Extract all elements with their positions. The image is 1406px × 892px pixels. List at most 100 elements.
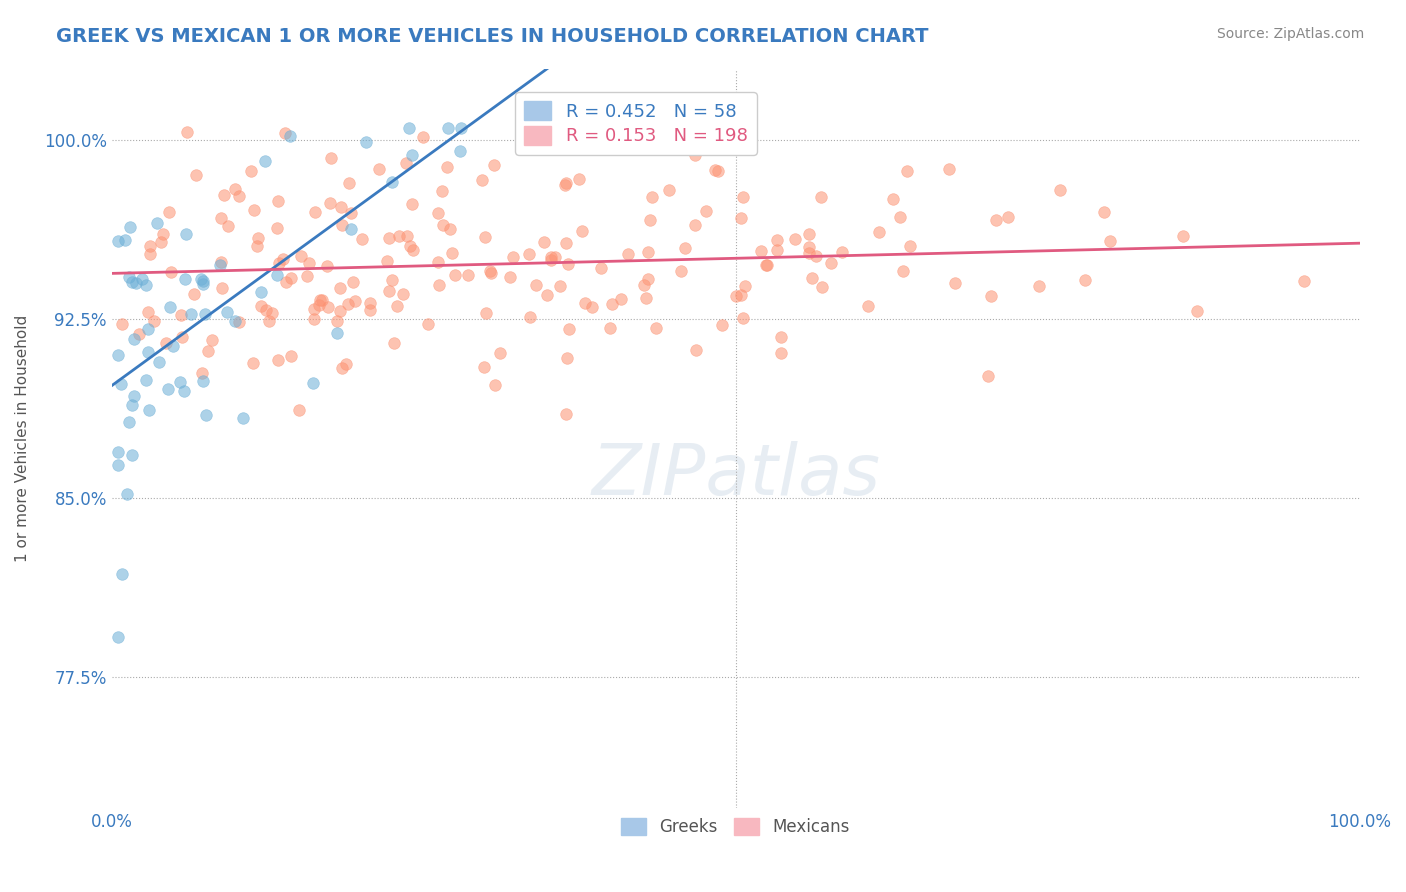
Text: GREEK VS MEXICAN 1 OR MORE VEHICLES IN HOUSEHOLD CORRELATION CHART: GREEK VS MEXICAN 1 OR MORE VEHICLES IN H… — [56, 27, 929, 45]
Point — [638, 212, 661, 227]
Point — [436, 160, 458, 174]
Point — [478, 263, 501, 277]
Point — [193, 274, 215, 288]
Point — [609, 292, 631, 306]
Point — [399, 238, 422, 252]
Point — [184, 169, 207, 183]
Point — [797, 246, 820, 260]
Point — [724, 289, 747, 303]
Point — [228, 316, 250, 330]
Point — [519, 310, 541, 324]
Point — [190, 367, 212, 381]
Point — [412, 130, 434, 145]
Point — [174, 272, 197, 286]
Point — [1099, 235, 1122, 249]
Point — [589, 261, 612, 276]
Point — [124, 276, 146, 290]
Point — [170, 329, 193, 343]
Point — [308, 293, 330, 307]
Point — [734, 279, 756, 293]
Point — [683, 147, 706, 161]
Point — [146, 216, 169, 230]
Point — [121, 448, 143, 462]
Point — [799, 227, 821, 241]
Point — [131, 272, 153, 286]
Point — [350, 232, 373, 246]
Point — [806, 249, 828, 263]
Point — [669, 264, 692, 278]
Point — [401, 148, 423, 162]
Point — [136, 322, 159, 336]
Point — [150, 235, 173, 249]
Point — [337, 176, 360, 190]
Point — [136, 305, 159, 319]
Point — [548, 279, 571, 293]
Point — [555, 177, 578, 191]
Point — [581, 300, 603, 314]
Point — [533, 235, 555, 249]
Point — [799, 240, 821, 254]
Point — [143, 314, 166, 328]
Point — [831, 244, 853, 259]
Point — [319, 151, 342, 165]
Point — [212, 188, 235, 202]
Point — [617, 247, 640, 261]
Point — [499, 269, 522, 284]
Text: ZIPatlas: ZIPatlas — [591, 441, 880, 510]
Point — [302, 311, 325, 326]
Point — [810, 190, 832, 204]
Point — [811, 280, 834, 294]
Point — [471, 173, 494, 187]
Point — [783, 231, 806, 245]
Point — [395, 156, 418, 170]
Point — [1171, 228, 1194, 243]
Point — [242, 356, 264, 370]
Point — [247, 231, 270, 245]
Point — [335, 357, 357, 371]
Point — [800, 270, 823, 285]
Point — [377, 284, 399, 298]
Point — [730, 288, 752, 302]
Point — [731, 311, 754, 326]
Point — [731, 189, 754, 203]
Y-axis label: 1 or more Vehicles in Household: 1 or more Vehicles in Household — [15, 315, 30, 562]
Point — [889, 210, 911, 224]
Point — [342, 275, 364, 289]
Point — [311, 293, 333, 307]
Point — [343, 293, 366, 308]
Point — [215, 305, 238, 319]
Point — [280, 270, 302, 285]
Point — [439, 222, 461, 236]
Point — [160, 265, 183, 279]
Point — [254, 154, 277, 169]
Point — [110, 377, 132, 392]
Point — [330, 361, 353, 376]
Point — [257, 314, 280, 328]
Point — [354, 136, 377, 150]
Point — [249, 285, 271, 300]
Point — [170, 308, 193, 322]
Point — [194, 307, 217, 321]
Point — [644, 320, 666, 334]
Point — [449, 144, 471, 158]
Point — [266, 220, 288, 235]
Text: Source: ZipAtlas.com: Source: ZipAtlas.com — [1216, 27, 1364, 41]
Point — [120, 219, 142, 234]
Point — [388, 229, 411, 244]
Point — [278, 129, 301, 144]
Point — [450, 121, 472, 136]
Point — [641, 189, 664, 203]
Point — [329, 280, 352, 294]
Point — [148, 355, 170, 369]
Point — [209, 255, 232, 269]
Point — [820, 256, 842, 270]
Point — [558, 322, 581, 336]
Point — [136, 345, 159, 359]
Point — [155, 336, 177, 351]
Point — [176, 125, 198, 139]
Point — [298, 256, 321, 270]
Point — [658, 183, 681, 197]
Point — [266, 194, 288, 208]
Point — [392, 286, 415, 301]
Point — [280, 349, 302, 363]
